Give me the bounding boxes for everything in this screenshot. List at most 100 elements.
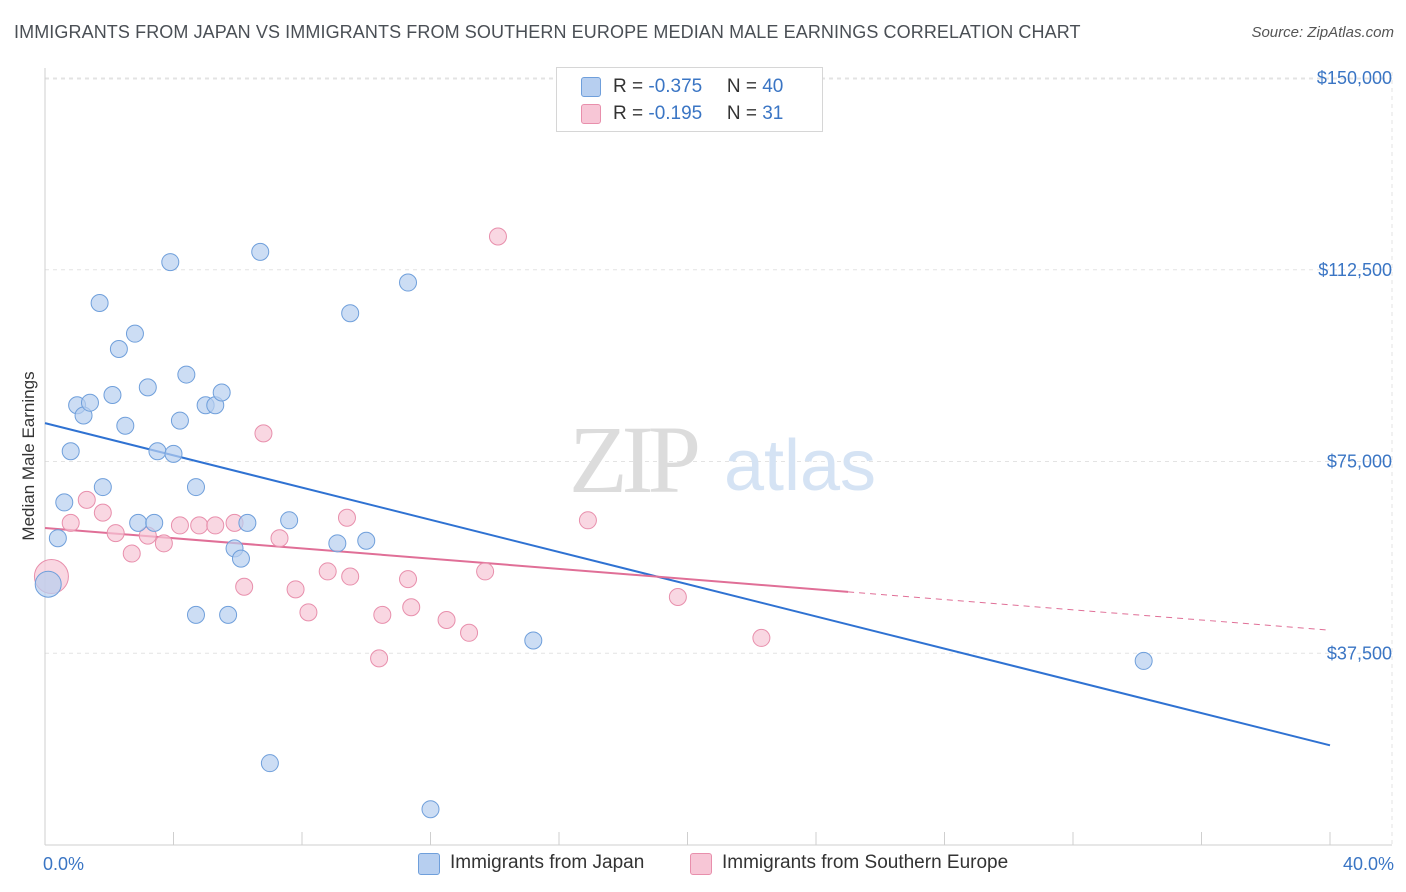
southern-europe-point [122, 544, 141, 563]
japan-point [524, 631, 543, 650]
japan-r-label: R = [613, 76, 649, 97]
southern-europe-point [373, 605, 392, 624]
japan-point [80, 393, 99, 412]
japan-point [231, 549, 250, 568]
japan-point [90, 293, 109, 312]
japan-point [251, 242, 270, 261]
watermark-atlas: atlas [724, 426, 876, 506]
southern-europe-swatch [581, 104, 601, 124]
x-tick-label-end: 40.0% [1343, 854, 1394, 874]
x-tick-labels: 0.0% 40.0% [43, 854, 1394, 874]
japan-point [145, 513, 164, 532]
y-tick-label: $112,500 [1318, 260, 1392, 280]
bottom-southern-europe-swatch [690, 853, 712, 875]
southern-europe-point [286, 580, 305, 599]
southern-europe-point [752, 628, 771, 647]
southern-europe-point [437, 611, 456, 630]
japan-n-value: 40 [762, 76, 784, 97]
japan-point [161, 253, 180, 272]
japan-point [34, 570, 62, 598]
japan-point [399, 273, 418, 292]
japan-point [61, 442, 80, 461]
y-axis-label: Median Male Earnings [19, 371, 38, 540]
japan-point [421, 800, 440, 819]
watermark-zip: ZIP [569, 406, 698, 513]
japan-point [93, 478, 112, 497]
japan-point [48, 529, 67, 548]
japan-point [177, 365, 196, 384]
southern-europe-point [61, 513, 80, 532]
trend-lines [44, 422, 1331, 747]
japan-point [55, 493, 74, 512]
southern-europe-point [270, 529, 289, 548]
southern-europe-r-value: -0.195 [648, 103, 703, 124]
y-tick-label: $37,500 [1327, 643, 1392, 663]
japan-point [260, 754, 279, 773]
japan-point [1134, 651, 1153, 670]
japan-point [129, 513, 148, 532]
data-points [33, 227, 1153, 819]
bottom-southern-europe-label: Immigrants from Southern Europe [722, 852, 1009, 873]
southern-europe-point [93, 503, 112, 522]
japan-point [170, 411, 189, 430]
southern-europe-point [235, 577, 254, 596]
southern-europe-point [77, 490, 96, 509]
japan-point [148, 442, 167, 461]
source-label: Source: ZipAtlas.com [1251, 24, 1394, 41]
japan-point [109, 340, 128, 359]
japan-point [103, 386, 122, 405]
southern-europe-point [190, 516, 209, 535]
southern-europe-point [318, 562, 337, 581]
axes [44, 68, 1392, 846]
southern-europe-point [154, 534, 173, 553]
bottom-japan-swatch [418, 853, 440, 875]
grid-lines [45, 72, 1393, 845]
southern-europe-point [476, 562, 495, 581]
japan-point [116, 416, 135, 435]
japan-swatch [581, 77, 601, 97]
japan-point [219, 605, 238, 624]
japan-point [357, 531, 376, 550]
southern-europe-point [402, 598, 421, 617]
japan-point [280, 511, 299, 530]
southern-europe-point [106, 524, 125, 543]
southern-europe-point [488, 227, 507, 246]
southern-europe-point [299, 603, 318, 622]
southern-europe-trend-extension [848, 591, 1331, 631]
watermark: ZIP atlas [569, 406, 876, 513]
japan-point [328, 534, 347, 553]
southern-europe-trend-line [44, 526, 849, 593]
japan-point [238, 513, 257, 532]
southern-europe-point [370, 649, 389, 668]
southern-europe-point [341, 567, 360, 586]
southern-europe-n-value: 31 [762, 103, 784, 124]
y-tick-label: $75,000 [1327, 452, 1392, 472]
japan-r-value: -0.375 [648, 76, 703, 97]
stats-legend: R = -0.375 N = 40 R = -0.195 N = 31 [556, 67, 823, 132]
y-tick-label: $150,000 [1317, 68, 1392, 88]
japan-point [186, 605, 205, 624]
japan-point [125, 324, 144, 343]
southern-europe-point [668, 588, 687, 607]
japan-point [164, 444, 183, 463]
southern-europe-point [170, 516, 189, 535]
southern-europe-r-label: R = [613, 103, 649, 124]
japan-point [138, 378, 157, 397]
x-tick-label-start: 0.0% [43, 854, 84, 874]
japan-point [341, 304, 360, 323]
southern-europe-point [460, 623, 479, 642]
japan-trend-line [44, 422, 1331, 747]
southern-europe-point [254, 424, 273, 443]
bottom-japan-label: Immigrants from Japan [450, 852, 645, 873]
japan-point [212, 383, 231, 402]
southern-europe-point [578, 511, 597, 530]
southern-europe-point [206, 516, 225, 535]
chart-title: IMMIGRANTS FROM JAPAN VS IMMIGRANTS FROM… [14, 22, 1081, 42]
southern-europe-point [337, 508, 356, 527]
southern-europe-n-label: N = [726, 103, 763, 124]
japan-n-label: N = [726, 76, 763, 97]
y-tick-labels: $37,500 $75,000 $112,500 $150,000 [1317, 68, 1392, 663]
japan-point [186, 478, 205, 497]
southern-europe-point [399, 570, 418, 589]
